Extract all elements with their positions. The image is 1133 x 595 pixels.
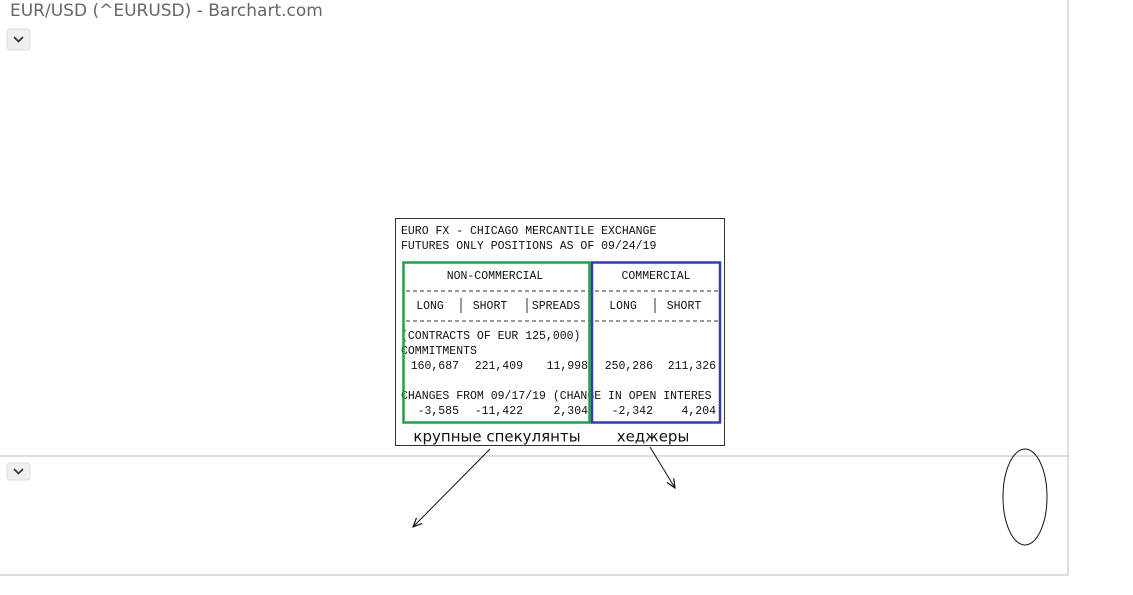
row-label: COMMITMENTS: [401, 345, 477, 358]
cell: -2,342: [612, 405, 654, 418]
column-header: LONG: [609, 300, 637, 313]
arrow: [413, 448, 491, 527]
cell: 211,326: [668, 360, 716, 373]
cell: -11,422: [475, 405, 523, 418]
collapse-button[interactable]: [6, 462, 31, 481]
row-label: CHANGES FROM 09/17/19 (CHANGE IN OPEN IN…: [401, 390, 712, 403]
chart-title: EUR/USD (^EURUSD) - Barchart.com: [10, 1, 323, 21]
cell: 2,304: [553, 405, 588, 418]
highlight-ellipse: [1002, 448, 1048, 546]
cell: 4,204: [681, 405, 716, 418]
collapse-button[interactable]: [6, 28, 31, 51]
note-label: хеджеры: [617, 428, 690, 446]
column-header: SHORT: [473, 300, 508, 313]
note-label: крупные спекулянты: [413, 428, 580, 446]
cell: 160,687: [411, 360, 459, 373]
cot-report: EURO FX - CHICAGO MERCANTILE EXCHANGE FU…: [395, 218, 725, 446]
column-header: LONG: [416, 300, 444, 313]
arrow: [649, 446, 675, 488]
highlight-box: [402, 261, 591, 424]
highlight-box: [590, 261, 722, 424]
report-box: [395, 218, 725, 446]
column-header: SHORT: [667, 300, 702, 313]
cell: 221,409: [475, 360, 523, 373]
report-title: EURO FX - CHICAGO MERCANTILE EXCHANGE: [401, 225, 656, 238]
group-label: COMMERCIAL: [621, 270, 690, 283]
group-label: NON-COMMERCIAL: [447, 270, 544, 283]
unit-note: (CONTRACTS OF EUR 125,000): [401, 330, 580, 343]
cell: 250,286: [605, 360, 653, 373]
column-header: SPREADS: [532, 300, 580, 313]
report-subtitle: FUTURES ONLY POSITIONS AS OF 09/24/19: [401, 240, 656, 253]
cell: -3,585: [418, 405, 460, 418]
cell: 11,998: [547, 360, 589, 373]
